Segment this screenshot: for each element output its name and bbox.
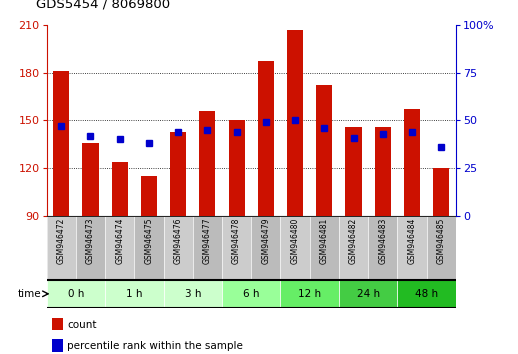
Text: GSM946481: GSM946481 (320, 218, 329, 264)
Text: GSM946476: GSM946476 (174, 218, 183, 264)
Bar (433, 168, 449, 216)
Text: 1 h: 1 h (126, 289, 142, 299)
Bar (251, 216, 280, 280)
Text: percentile rank within the sample: percentile rank within the sample (67, 341, 243, 351)
Bar (346, 127, 362, 216)
Bar (427, 216, 456, 280)
Bar (47, 280, 105, 308)
Bar (53, 71, 69, 216)
Text: GSM946477: GSM946477 (203, 218, 212, 264)
Bar (141, 176, 157, 216)
Text: 6 h: 6 h (243, 289, 260, 299)
Bar (368, 216, 397, 280)
Bar (76, 216, 105, 280)
Text: 24 h: 24 h (356, 289, 380, 299)
Bar (375, 127, 391, 216)
Text: GSM946485: GSM946485 (437, 218, 445, 264)
Bar (105, 216, 134, 280)
Bar (222, 216, 251, 280)
Text: GSM946482: GSM946482 (349, 218, 358, 264)
Bar (170, 131, 186, 216)
Bar (164, 216, 193, 280)
Bar (193, 216, 222, 280)
Bar (404, 109, 420, 216)
Bar (316, 85, 333, 216)
Bar (258, 62, 274, 216)
Bar (47, 216, 76, 280)
Bar (280, 280, 339, 308)
Bar (222, 280, 280, 308)
Bar (199, 111, 215, 216)
Text: GSM946479: GSM946479 (262, 218, 270, 264)
Bar (310, 216, 339, 280)
Bar (339, 216, 368, 280)
Text: GSM946480: GSM946480 (291, 218, 299, 264)
Text: GSM946473: GSM946473 (86, 218, 95, 264)
Bar (134, 216, 164, 280)
Text: GSM946475: GSM946475 (145, 218, 153, 264)
Text: 0 h: 0 h (68, 289, 84, 299)
Bar (287, 29, 303, 216)
Bar (280, 216, 310, 280)
Text: GSM946483: GSM946483 (378, 218, 387, 264)
Text: time: time (18, 289, 41, 299)
Text: count: count (67, 320, 97, 330)
Text: GSM946472: GSM946472 (57, 218, 66, 264)
Text: 48 h: 48 h (415, 289, 438, 299)
Bar (112, 162, 128, 216)
Text: GDS5454 / 8069800: GDS5454 / 8069800 (36, 0, 170, 11)
Bar (164, 280, 222, 308)
Bar (82, 143, 98, 216)
Text: GSM946484: GSM946484 (408, 218, 416, 264)
Bar (228, 120, 244, 216)
Bar (105, 280, 164, 308)
Bar (339, 280, 397, 308)
Text: 12 h: 12 h (298, 289, 321, 299)
Text: GSM946474: GSM946474 (115, 218, 124, 264)
Text: GSM946478: GSM946478 (232, 218, 241, 264)
Text: 3 h: 3 h (184, 289, 201, 299)
Bar (397, 216, 427, 280)
Bar (397, 280, 456, 308)
